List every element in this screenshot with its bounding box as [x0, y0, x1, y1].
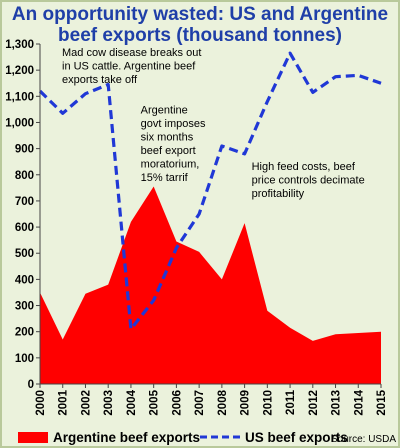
- x-tick-label: 2006: [171, 390, 183, 416]
- annotation-moratorium: Argentine govt imposes six months beef expo…: [141, 104, 206, 184]
- x-tick-label: 2003: [103, 390, 115, 416]
- y-tick-label: 1,100: [5, 91, 34, 103]
- x-tick-label: 2015: [376, 389, 388, 415]
- legend: Argentine beef exports US beef exports: [18, 430, 348, 445]
- x-tick-label: 2008: [217, 389, 229, 415]
- x-tick-label: 2012: [308, 390, 320, 416]
- x-tick-label: 2002: [80, 390, 92, 416]
- x-tick-label: 2000: [35, 390, 47, 416]
- annotation-feed-costs: High feed costs, beef price controls deci…: [252, 161, 365, 200]
- y-tick-label: 1,200: [5, 65, 34, 77]
- x-tick-label: 2009: [240, 390, 252, 416]
- x-tick-label: 2007: [194, 390, 206, 416]
- annotations: Mad cow disease breaks out in US cattle. …: [62, 47, 365, 200]
- y-tick-label: 0: [28, 379, 34, 391]
- argentine-exports-area: [40, 186, 381, 384]
- x-tick-label: 2014: [353, 389, 365, 415]
- source-note: Source: USDA: [331, 434, 396, 445]
- y-tick-label: 700: [15, 196, 34, 208]
- x-tick-label: 2011: [285, 389, 297, 415]
- chart-title-line-2: beef exports (thousand tonnes): [58, 25, 342, 46]
- y-tick-label: 500: [15, 248, 34, 260]
- x-tick-label: 2013: [331, 390, 343, 416]
- chart-title: An opportunity wasted: US and Argentine …: [0, 4, 400, 46]
- y-tick-label: 1,300: [5, 39, 34, 51]
- legend-label-us: US beef exports: [245, 430, 348, 445]
- y-tick-label: 100: [15, 353, 34, 365]
- chart-title-line-1: An opportunity wasted: US and Argentine: [11, 4, 389, 25]
- y-tick-label: 200: [15, 327, 34, 339]
- legend-label-argentine: Argentine beef exports: [53, 430, 200, 445]
- y-tick-label: 300: [15, 301, 34, 313]
- x-tick-label: 2010: [262, 390, 274, 416]
- us-exports-line: [38, 51, 382, 331]
- annotation-mad-cow: Mad cow disease breaks out in US cattle. …: [62, 47, 201, 86]
- legend-swatch-argentine: [18, 432, 48, 443]
- y-tick-label: 600: [15, 222, 34, 234]
- x-tick-label: 2005: [149, 389, 161, 415]
- x-tick-label: 2004: [126, 389, 138, 415]
- y-tick-label: 1,000: [5, 117, 34, 129]
- plot-area: [38, 51, 382, 384]
- x-tick-label: 2001: [58, 389, 70, 415]
- y-tick-label: 800: [15, 170, 34, 182]
- y-tick-label: 900: [15, 144, 34, 156]
- y-tick-label: 400: [15, 274, 34, 286]
- axes: 0 100 200 300 400 500 600 700 800 900 1,000 1,100 1,…: [5, 39, 388, 416]
